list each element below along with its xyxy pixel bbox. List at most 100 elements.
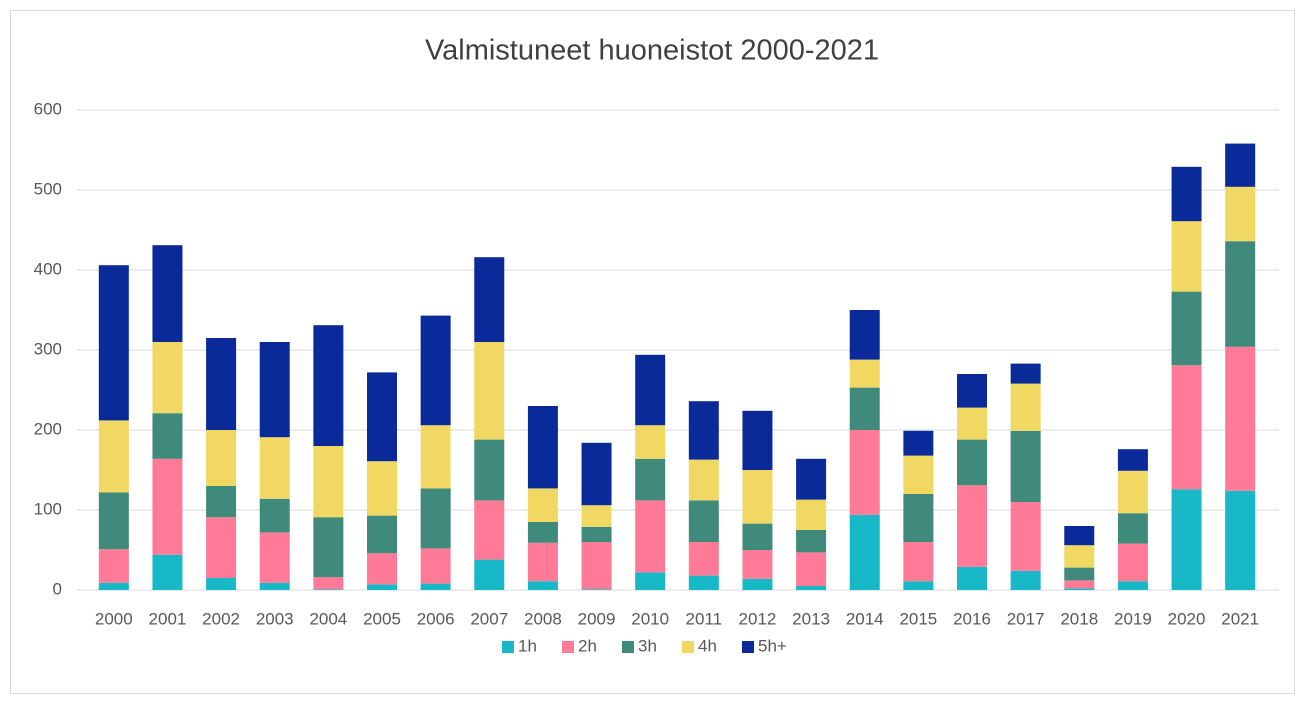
bar-segment — [849, 430, 880, 515]
bar-segment — [581, 442, 612, 506]
bar-segment — [903, 581, 934, 590]
bar-segment — [152, 458, 183, 555]
bar-segment — [420, 548, 451, 584]
bar-segment — [367, 372, 397, 462]
legend-swatch — [742, 641, 754, 653]
bar-segment — [1010, 502, 1041, 571]
bar-segment — [527, 406, 558, 489]
bar-segment — [742, 550, 773, 579]
bar-segment — [957, 374, 987, 408]
x-tick-label: 2013 — [792, 609, 830, 628]
bar-segment — [206, 486, 237, 518]
legend-label: 2h — [578, 636, 597, 655]
bar-segment — [259, 498, 290, 533]
x-tick-label: 2018 — [1060, 609, 1098, 628]
bar-segment — [1171, 291, 1202, 366]
bar-segment — [206, 338, 237, 430]
x-tick-label: 2012 — [739, 609, 777, 628]
bar-segment — [313, 446, 344, 518]
bar-segment — [1117, 543, 1148, 582]
x-tick-label: 2019 — [1114, 609, 1152, 628]
bar-segment — [796, 458, 827, 500]
bar-segment — [1010, 383, 1041, 431]
x-tick-label: 2003 — [256, 609, 294, 628]
bar-segment — [313, 589, 344, 590]
y-tick-label: 400 — [34, 259, 62, 278]
bar-segment — [98, 549, 129, 583]
bar-segment — [1225, 143, 1256, 187]
bar-segment — [1117, 470, 1148, 514]
x-tick-label: 2017 — [1007, 609, 1045, 628]
bar-segment — [742, 578, 773, 590]
bar-segment — [206, 517, 237, 578]
bar-segment — [635, 354, 666, 426]
x-tick-label: 2015 — [899, 609, 937, 628]
bar-segment — [474, 342, 505, 440]
x-tick-label: 2000 — [95, 609, 133, 628]
bar-segment — [688, 575, 719, 590]
bar-segment — [581, 505, 612, 527]
y-tick-label: 100 — [34, 499, 62, 518]
bar-segment — [581, 589, 612, 590]
bar-segment — [420, 315, 451, 426]
bar-segment — [849, 387, 880, 430]
bar-segment — [742, 523, 773, 550]
bar-segment — [474, 500, 505, 560]
bar-segment — [527, 488, 558, 522]
legend-swatch — [622, 641, 634, 653]
bar-segment — [796, 552, 827, 586]
bar-segment — [1064, 545, 1095, 568]
bar-segment — [796, 586, 827, 590]
bar-segment — [474, 257, 505, 342]
bar-segment — [635, 425, 666, 459]
bar-segment — [957, 407, 987, 440]
bar-segment — [313, 325, 344, 446]
legend-swatch — [562, 641, 574, 653]
bar-segment — [635, 500, 666, 573]
bar-segment — [1064, 580, 1095, 589]
bar-segment — [1171, 166, 1202, 222]
bar-segment — [98, 492, 129, 550]
bar-segment — [1225, 186, 1256, 242]
bar-segment — [1171, 489, 1202, 590]
bar-segment — [420, 488, 451, 549]
x-tick-label: 2008 — [524, 609, 562, 628]
bar-segment — [903, 542, 934, 582]
y-tick-label: 300 — [34, 339, 62, 358]
x-tick-label: 2004 — [309, 609, 347, 628]
bar-segment — [849, 359, 880, 388]
bar-segment — [313, 577, 344, 590]
bar-segment — [688, 500, 719, 542]
bar-segment — [581, 542, 612, 590]
bar-segment — [1064, 526, 1095, 546]
bar-segment — [849, 514, 880, 590]
x-tick-label: 2002 — [202, 609, 240, 628]
bar-segment — [957, 439, 987, 486]
bar-segment — [581, 526, 612, 542]
bar-segment — [849, 310, 880, 360]
legend-label: 4h — [698, 636, 717, 655]
y-tick-label: 600 — [34, 99, 62, 118]
bar-segment — [152, 245, 183, 342]
bar-segment — [420, 583, 451, 590]
bar-segment — [1117, 449, 1148, 471]
bar-segment — [1064, 567, 1095, 581]
bar-segment — [903, 430, 934, 456]
bar-segment — [259, 437, 290, 499]
bar-segment — [742, 470, 773, 524]
bar-segment — [1171, 365, 1202, 490]
bar-segment — [1171, 221, 1202, 292]
bar-segment — [367, 553, 397, 585]
bar-segment — [420, 425, 451, 489]
x-tick-label: 2007 — [470, 609, 508, 628]
x-tick-label: 2010 — [631, 609, 669, 628]
bar-segment — [1117, 581, 1148, 590]
bar-segment — [152, 342, 183, 414]
bar-segment — [957, 566, 987, 590]
chart-title: Valmistuneet huoneistot 2000-2021 — [425, 35, 879, 67]
x-tick-label: 2021 — [1221, 609, 1259, 628]
bar-segment — [367, 584, 397, 590]
x-tick-label: 2011 — [686, 609, 723, 628]
chart-frame — [10, 10, 1295, 694]
bar-segment — [1064, 588, 1095, 590]
